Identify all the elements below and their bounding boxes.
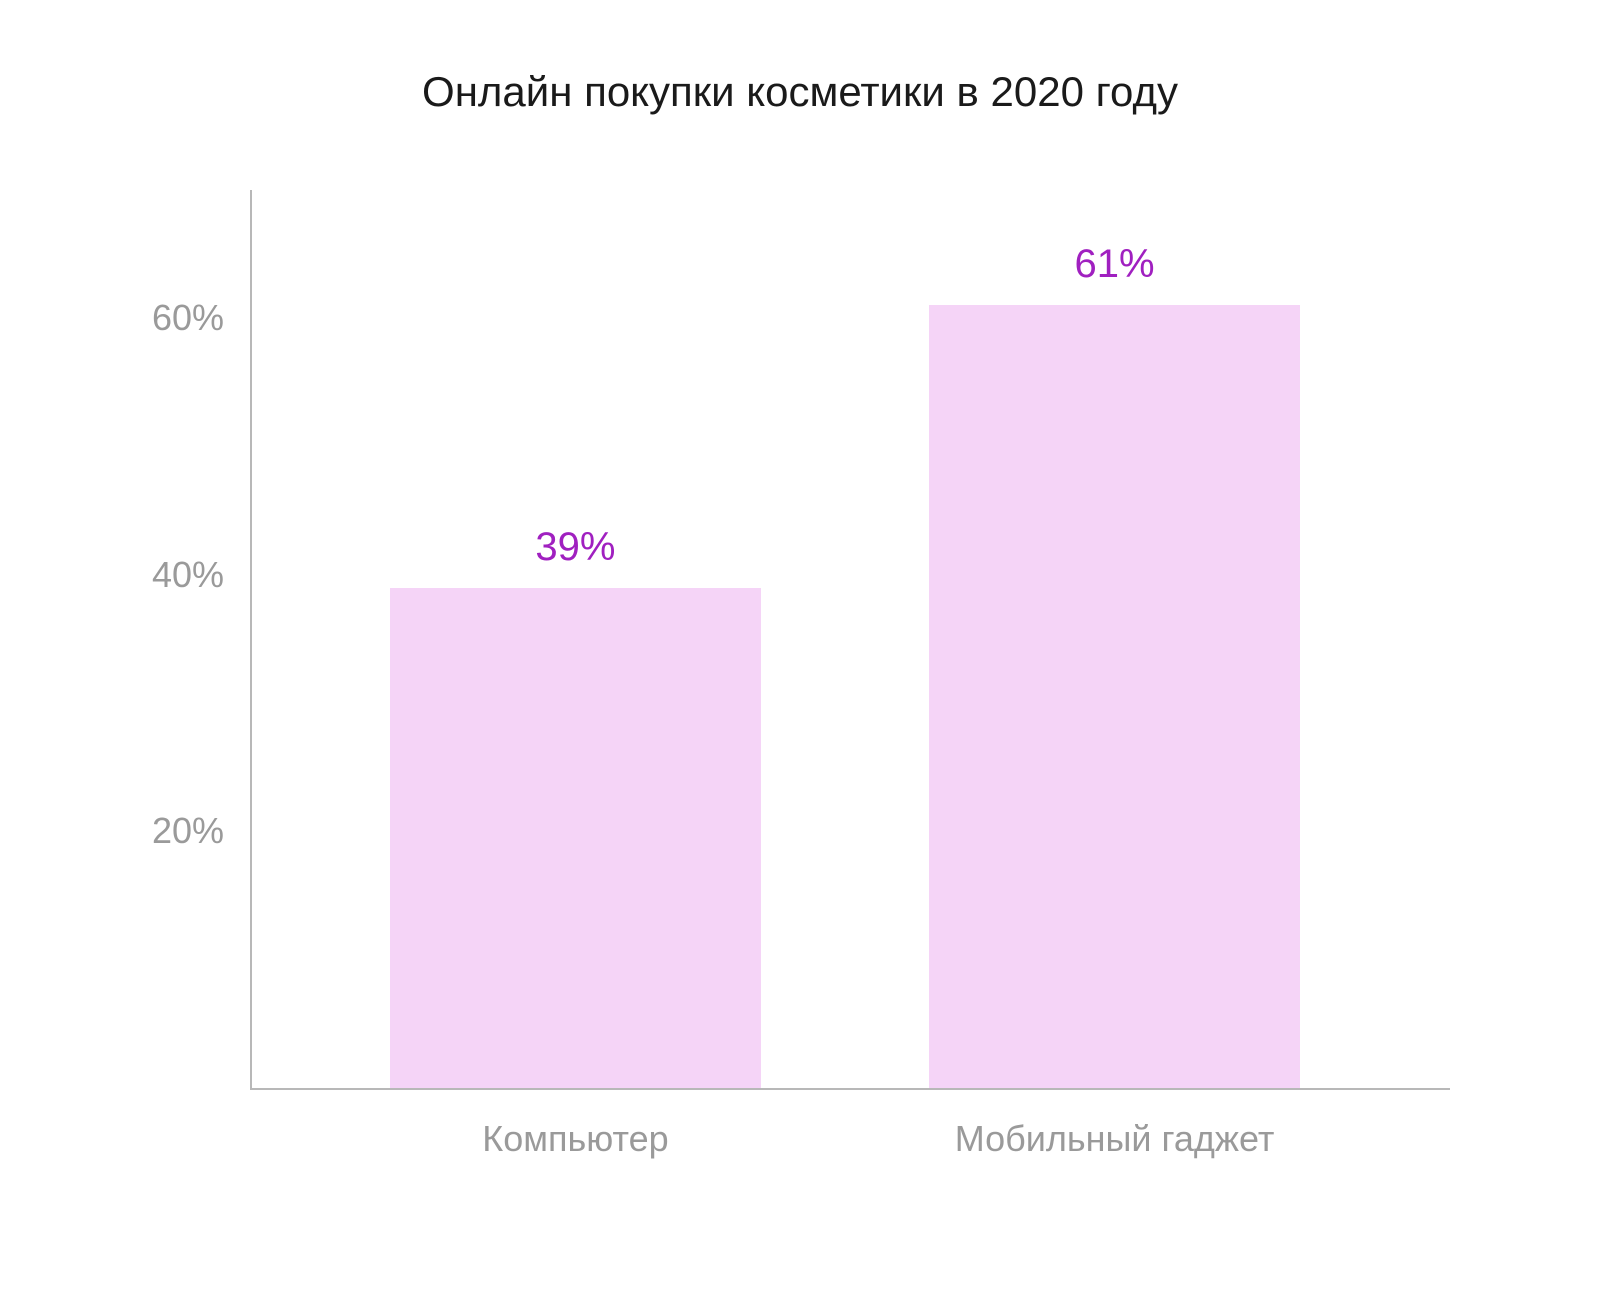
chart-title: Онлайн покупки косметики в 2020 году [0, 68, 1600, 116]
y-tick: 20% [152, 810, 252, 852]
bar: 39% [390, 588, 761, 1088]
bar-value-label: 39% [390, 525, 761, 588]
x-axis-label: Мобильный гаджет [929, 1088, 1300, 1163]
bar-value-label: 61% [929, 242, 1300, 305]
y-tick: 40% [152, 554, 252, 596]
x-axis-label: Компьютер [390, 1088, 761, 1163]
bar: 61% [929, 305, 1300, 1088]
plot-area: 20%40%60%39%Компьютер61%Мобильный гаджет [250, 190, 1450, 1090]
y-tick: 60% [152, 297, 252, 339]
bar-chart: Онлайн покупки косметики в 2020 году 20%… [0, 0, 1600, 1300]
